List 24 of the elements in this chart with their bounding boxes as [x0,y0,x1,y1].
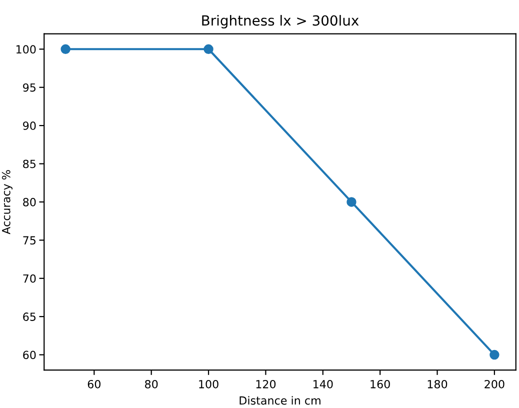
point [204,44,214,54]
point [490,350,500,360]
x-tick-label: 120 [256,380,276,388]
point [60,44,70,54]
y-tick-label: 95 [23,83,36,92]
y-tick-label: 70 [23,274,36,283]
y-axis-title: Accuracy % [2,170,12,234]
x-tick-label: 200 [484,380,504,388]
x-tick-label: 60 [88,380,100,388]
chart-title: Brightness lx > 300lux [202,14,359,28]
x-axis-title: Distance in cm [240,396,320,405]
y-tick-label: 90 [23,122,36,130]
x-tick-label: 140 [314,380,333,388]
y-tick-label: 100 [16,45,36,54]
x-tick-label: 80 [145,380,158,388]
y-tick-label: 85 [23,160,36,168]
point [346,197,356,207]
y-tick-label: 60 [23,350,36,360]
x-tick-label: 160 [370,380,390,388]
x-tick-label: 180 [428,380,448,388]
x-tick-label: 100 [199,380,218,388]
y-tick-label: 75 [23,236,36,245]
y-tick-label: 80 [23,198,36,206]
y-tick-label: 65 [23,312,36,321]
